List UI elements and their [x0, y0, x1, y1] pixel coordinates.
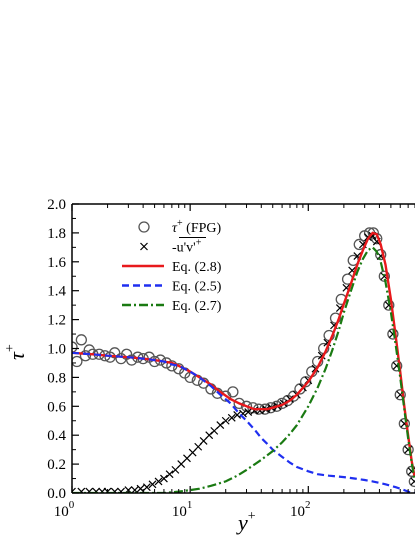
legend-label: -u'v'+: [172, 238, 202, 256]
data-point: [402, 443, 414, 456]
y-tick-label: 0.4: [47, 428, 66, 444]
series-layer: [72, 227, 415, 493]
x-tick-label: 101: [172, 499, 193, 520]
y-tick-label: 0.0: [47, 486, 66, 502]
legend-item: -u'v'+: [140, 237, 206, 256]
data-point: [165, 470, 174, 479]
y-tick-label: 2.0: [47, 197, 66, 213]
series-3: [72, 351, 415, 493]
data-point: [398, 417, 410, 430]
legend-label: Eq. (2.7): [172, 299, 222, 314]
y-tick-label: 0.6: [47, 399, 66, 415]
data-point: [244, 408, 253, 417]
data-point: [72, 487, 76, 493]
data-point: [391, 360, 403, 372]
data-point: [77, 487, 86, 493]
x-axis-title: y+: [236, 509, 256, 535]
y-tick-label: 1.2: [47, 313, 66, 329]
data-point: [233, 397, 245, 410]
data-point: [160, 474, 168, 483]
series-2: [72, 231, 415, 476]
y-tick-label: 1.4: [47, 284, 66, 300]
series-line: [72, 245, 415, 493]
data-point: [210, 426, 219, 435]
data-point: [92, 487, 101, 493]
series-4: [72, 245, 415, 493]
data-point: [227, 413, 236, 422]
legend-item: τ+ (FPG): [138, 218, 222, 236]
x-tick-label: 102: [290, 499, 311, 520]
data-point: [240, 400, 253, 412]
data-point: [227, 386, 239, 398]
y-tick-label: 0.2: [47, 457, 66, 473]
legend-symbol: [138, 221, 150, 233]
data-point: [75, 334, 88, 346]
y-axis-title: τ+: [3, 344, 29, 360]
legend-label: Eq. (2.5): [172, 280, 222, 295]
data-point: [394, 389, 406, 401]
data-point: [79, 350, 92, 362]
legend-symbol: [140, 242, 148, 251]
legend: τ+ (FPG) -u'v'+ Eq. (2.8) Eq. (2.5) Eq. (2.7…: [122, 218, 222, 314]
legend-label: Eq. (2.8): [172, 260, 222, 275]
data-point: [85, 487, 94, 493]
y-tick-label: 1.8: [47, 226, 66, 242]
data-point: [387, 328, 399, 340]
data-point: [110, 487, 119, 493]
data-point: [300, 376, 312, 388]
data-point: [367, 227, 379, 239]
data-point: [148, 480, 157, 489]
data-point: [233, 411, 242, 419]
y-tick-label: 0.8: [47, 370, 66, 386]
legend-item: Eq. (2.7): [122, 299, 222, 314]
data-point: [126, 354, 138, 366]
y-tick-label: 1.6: [47, 255, 66, 271]
data-point: [216, 421, 225, 430]
data-point: [154, 477, 163, 486]
series-line: [72, 351, 415, 493]
data-point: [117, 487, 125, 493]
data-point: [72, 355, 83, 368]
data-point: [221, 416, 230, 425]
data-point: [142, 483, 151, 492]
data-point: [72, 341, 78, 353]
legend-item: Eq. (2.5): [122, 280, 222, 295]
axes-layer: 0.0 0.2 0.4 0.6 0.8 1.0 1.2 1.4 1.6 1.8 2.0 100 101 1…: [47, 197, 415, 520]
series-line: [72, 231, 415, 476]
data-point: [410, 477, 415, 486]
x-tick-label: 100: [54, 499, 75, 520]
y-tick-label: 1.0: [47, 342, 66, 358]
data-point: [109, 347, 121, 359]
legend-item: Eq. (2.8): [122, 260, 222, 275]
legend-label: τ+ (FPG): [172, 218, 222, 236]
